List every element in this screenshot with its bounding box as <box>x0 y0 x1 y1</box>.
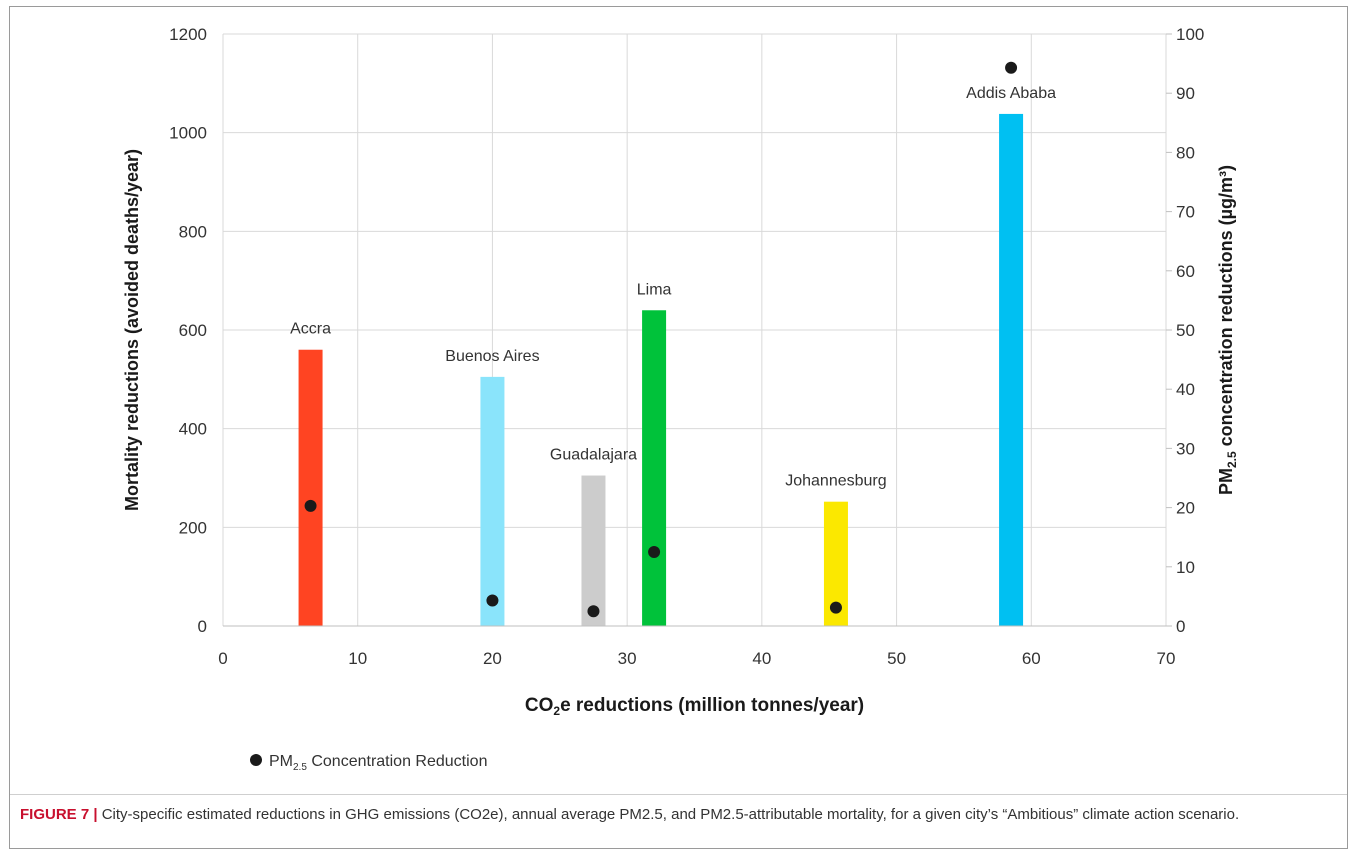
legend-marker <box>250 754 262 766</box>
y2-tick-label: 0 <box>1176 617 1185 636</box>
pm25-point <box>486 594 499 607</box>
y2-tick-label: 60 <box>1176 262 1195 281</box>
axes: 0200400600800100012000102030405060708090… <box>122 25 1239 718</box>
y-tick-label: 1200 <box>169 25 207 44</box>
y2-tick-label: 20 <box>1176 499 1195 518</box>
x-tick-label: 10 <box>348 649 367 668</box>
figure-frame <box>9 6 1348 849</box>
y2-tick-label: 90 <box>1176 84 1195 103</box>
x-tick-label: 30 <box>618 649 637 668</box>
figure-caption: FIGURE 7 | City-specific estimated reduc… <box>20 804 1340 826</box>
pm25-point <box>304 499 317 512</box>
bar-guadalajara <box>581 475 606 626</box>
chart-canvas: Accra Buenos Aires Guadalajara Lima Johannes… <box>122 25 1239 773</box>
y-tick-label: 0 <box>198 617 207 636</box>
y2-tick-label: 70 <box>1176 203 1195 222</box>
city-label: Johannesburg <box>785 473 886 490</box>
city-label: Lima <box>637 281 672 298</box>
y2-tick-label: 10 <box>1176 558 1195 577</box>
city-label: Guadalajara <box>550 447 637 464</box>
x-tick-label: 50 <box>887 649 906 668</box>
y2-tick-label: 30 <box>1176 439 1195 458</box>
bar-series <box>298 113 1024 627</box>
y-tick-label: 200 <box>179 518 207 537</box>
y-tick-label: 400 <box>179 420 207 439</box>
pm25-point <box>829 601 842 614</box>
pm25-point <box>1005 61 1018 74</box>
city-label: Addis Ababa <box>966 85 1056 102</box>
caption-divider <box>10 794 1347 795</box>
y-tick-label: 1000 <box>169 124 207 143</box>
legend-label: PM2.5 Concentration Reduction <box>269 753 487 773</box>
city-labels: Accra Buenos Aires Guadalajara Lima Johannes… <box>290 85 1056 490</box>
bar-lima <box>642 310 667 626</box>
x-tick-label: 0 <box>218 649 227 668</box>
x-axis-label: CO2e reductions (million tonnes/year) <box>525 695 864 718</box>
bar-accra <box>298 349 323 626</box>
y-tick-label: 800 <box>179 222 207 241</box>
y2-tick-label: 100 <box>1176 25 1204 44</box>
y2-tick-label: 50 <box>1176 321 1195 340</box>
x-tick-label: 20 <box>483 649 502 668</box>
city-label: Buenos Aires <box>445 348 539 365</box>
caption-text: City-specific estimated reductions in GH… <box>97 806 1240 823</box>
y2-tick-label: 40 <box>1176 380 1195 399</box>
bar-addis-ababa <box>999 113 1024 627</box>
y2-tick-label: 80 <box>1176 143 1195 162</box>
x-tick-label: 70 <box>1157 649 1176 668</box>
pm25-point-series <box>304 61 1018 618</box>
y2-axis-label: PM2.5 concentration reductions (µg/m³) <box>1216 165 1239 495</box>
x-tick-label: 60 <box>1022 649 1041 668</box>
y-axis-label: Mortality reductions (avoided deaths/yea… <box>122 149 142 511</box>
city-label: Accra <box>290 321 331 338</box>
pm25-point <box>648 546 661 558</box>
x-tick-label: 40 <box>752 649 771 668</box>
pm25-point <box>587 605 600 618</box>
bar-buenos-aires <box>480 376 505 626</box>
figure-label: FIGURE 7 | <box>20 806 98 823</box>
legend: PM2.5 Concentration Reduction <box>250 753 487 773</box>
grid-lines <box>222 33 1167 627</box>
y-tick-label: 600 <box>179 321 207 340</box>
